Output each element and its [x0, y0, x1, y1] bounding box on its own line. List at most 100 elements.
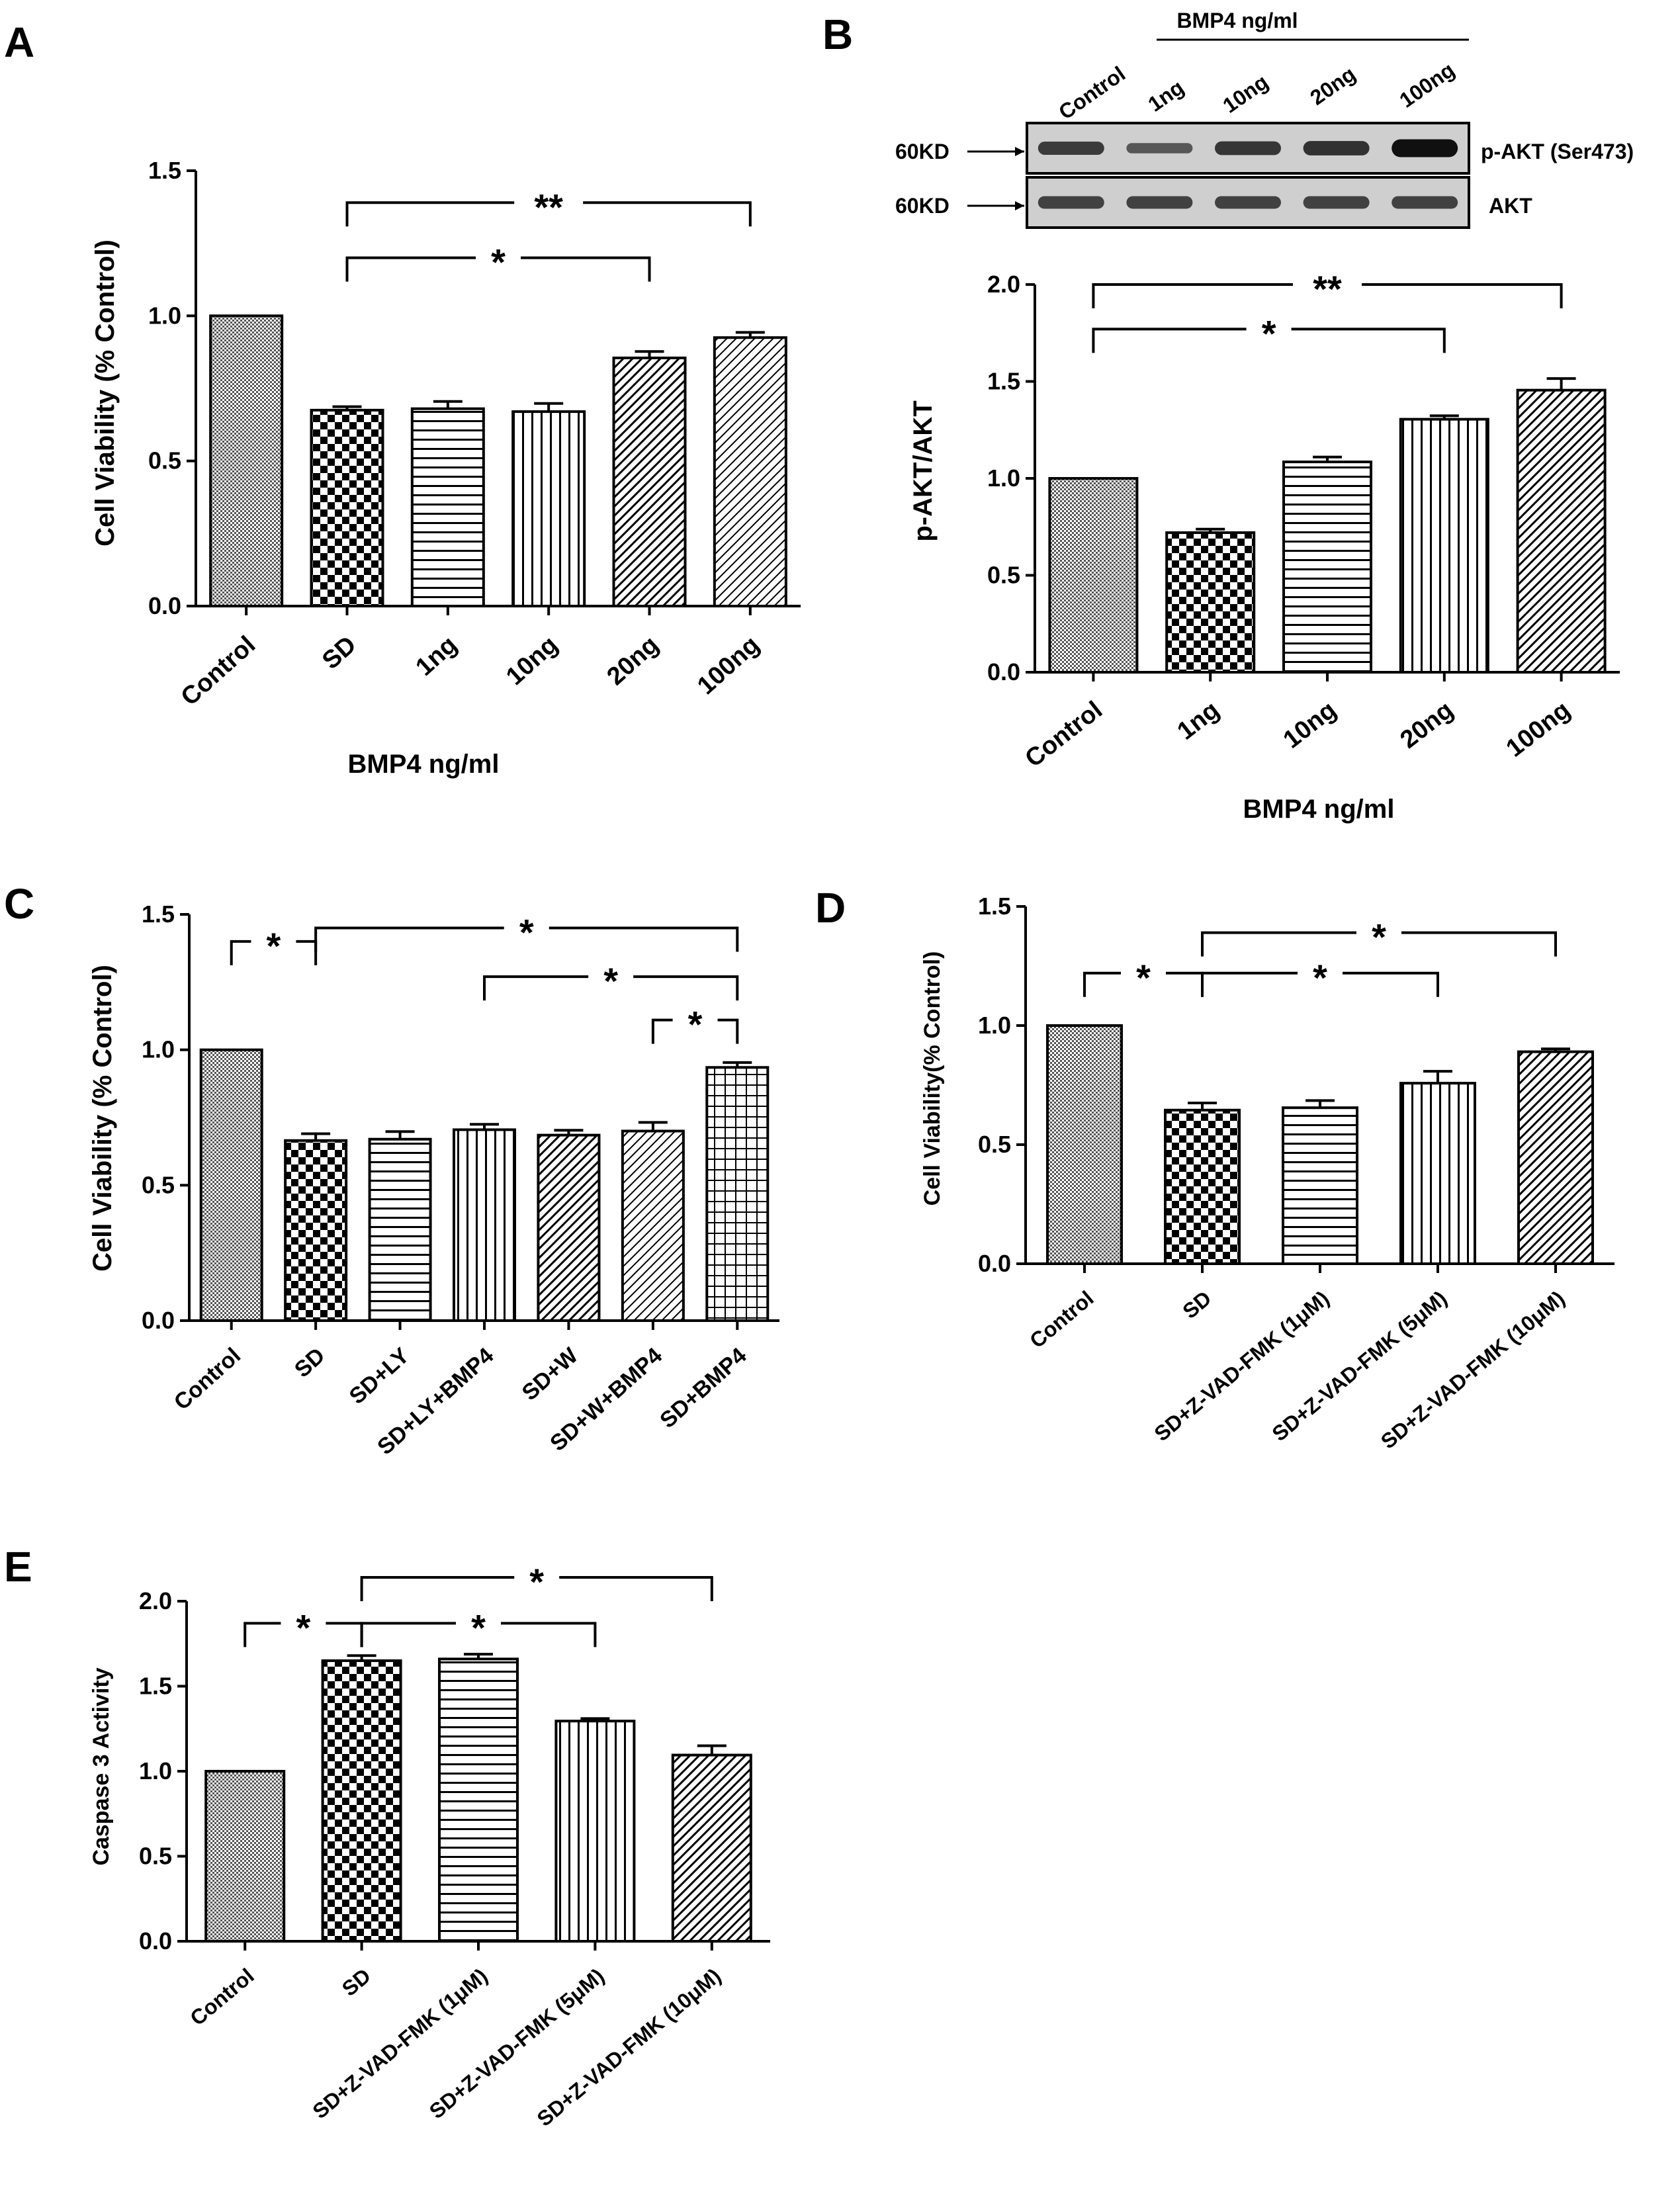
bar-a-1ng	[410, 407, 485, 607]
significance-star-e: *	[296, 1606, 311, 1648]
significance-star-c: *	[519, 911, 534, 953]
x-tick-label-c-sd-w: SD+W	[517, 1342, 584, 1405]
bar-a-20ng	[612, 356, 687, 607]
blot-band-20ng	[1303, 141, 1370, 155]
significance-star-a: *	[491, 242, 506, 283]
bar-d-sd-z-vad-fmk-1-m	[1282, 1106, 1358, 1265]
bar-b-100ng	[1516, 388, 1607, 674]
y-tick-label-d: 1.0	[978, 1012, 1011, 1039]
bar-c-sd	[284, 1139, 348, 1322]
significance-star-c: *	[688, 1004, 703, 1045]
bar-b-1ng	[1165, 531, 1256, 674]
x-tick-label-a-1ng: 1ng	[411, 631, 463, 681]
x-tick-label-e-control: Control	[185, 1964, 258, 2031]
y-tick-label-b: 0.0	[987, 658, 1020, 685]
significance-bracket-c	[314, 926, 739, 952]
x-tick-label-c-sd: SD	[290, 1343, 330, 1383]
blot-lane-10ng: 10ng	[1218, 69, 1272, 117]
significance-star-e: *	[471, 1606, 486, 1648]
y-tick-label-e: 0.5	[139, 1843, 172, 1870]
bar-e-sd-z-vad-fmk-1-m	[438, 1657, 519, 1943]
y-tick-label-c: 0.5	[142, 1171, 175, 1198]
y-tick-label-d: 0.5	[978, 1131, 1011, 1158]
x-tick-label-b-1ng: 1ng	[1172, 696, 1225, 746]
x-tick-label-b-control: Control	[1020, 696, 1108, 773]
bar-a-10ng	[511, 410, 586, 607]
blot-arrowhead-1	[1015, 147, 1024, 156]
x-tick-label-b-20ng: 20ng	[1395, 696, 1459, 754]
panel-letter-e: E	[4, 1543, 32, 1591]
bar-e-sd	[321, 1659, 402, 1943]
panel-letter-a: A	[4, 19, 34, 66]
panel-e: E 0.0 0.5 1.0 1.5 2.0 Control SD SD+Z-VAD-FMK (…	[4, 1543, 770, 2131]
significance-star-d: *	[1313, 957, 1327, 998]
bar-c-sd-ly-bmp4	[453, 1128, 516, 1323]
blot-band-1ng	[1126, 196, 1193, 209]
y-tick-label-d: 0.0	[978, 1250, 1011, 1277]
blot-band-20ng	[1303, 196, 1370, 209]
blot-protein-row-1: p-AKT (Ser473)	[1481, 140, 1634, 163]
y-tick-label-e: 0.0	[139, 1927, 172, 1954]
panel-letter-b: B	[822, 11, 853, 58]
x-tick-label-d-control: Control	[1025, 1286, 1098, 1353]
blot-band-control	[1038, 196, 1104, 209]
y-tick-label-c: 0.0	[142, 1307, 175, 1334]
bar-c-sd-w	[537, 1133, 601, 1323]
significance-star-b: **	[1313, 268, 1342, 310]
bar-a-sd	[310, 408, 384, 608]
x-tick-label-a-sd: SD	[317, 631, 361, 675]
x-tick-label-a-10ng: 10ng	[501, 631, 563, 691]
bar-c-sd-w-bmp4	[621, 1129, 685, 1322]
bar-c-control	[199, 1048, 263, 1322]
blot-band-10ng	[1215, 141, 1281, 155]
y-tick-label-a: 0.5	[148, 447, 181, 474]
significance-bracket-e	[360, 1576, 713, 1602]
significance-star-e: *	[529, 1561, 544, 1603]
x-tick-label-d-sd: SD	[1178, 1286, 1216, 1323]
x-tick-label-a-100ng: 100ng	[692, 631, 765, 700]
y-tick-label-a: 1.5	[148, 157, 181, 184]
significance-bracket-d	[1201, 931, 1557, 957]
significance-bracket-c	[651, 1018, 739, 1044]
significance-star-a: **	[534, 186, 563, 228]
x-axis-title-a: BMP4 ng/ml	[348, 750, 500, 779]
bar-c-sd-bmp4	[705, 1066, 770, 1322]
bar-d-control	[1046, 1024, 1123, 1265]
y-tick-label-b: 2.0	[987, 271, 1020, 298]
significance-bracket-a	[345, 256, 651, 282]
x-tick-label-c-control: Control	[169, 1343, 245, 1415]
bar-b-10ng	[1282, 461, 1372, 674]
panel-b: B BMP4 ng/ml Control 1ng 10ng 20ng 100ng…	[822, 9, 1634, 824]
x-tick-label-c-sd-bmp4: SD+BMP4	[655, 1343, 752, 1433]
y-axis-title-a: Cell Viability (% Control)	[91, 240, 120, 547]
bar-c-sd-ly	[368, 1137, 432, 1323]
y-axis-title-e: Caspase 3 Activity	[89, 1667, 114, 1865]
significance-bracket-b	[1092, 328, 1446, 353]
significance-star-d: *	[1136, 957, 1151, 998]
y-tick-label-e: 2.0	[139, 1587, 172, 1614]
blot-protein-row-2: AKT	[1489, 194, 1532, 218]
y-tick-label-c: 1.5	[142, 900, 175, 928]
blot-marker-row-1: 60KD	[895, 140, 950, 163]
significance-bracket-d	[1201, 971, 1439, 997]
y-axis-title-b: p-AKT/AKT	[908, 400, 938, 541]
x-tick-label-e-sd: SD	[337, 1964, 375, 2001]
bar-e-sd-z-vad-fmk-5-m	[554, 1720, 636, 1943]
y-tick-label-e: 1.0	[139, 1757, 172, 1784]
significance-bracket-a	[345, 201, 752, 227]
y-tick-label-b: 1.5	[987, 368, 1020, 395]
bar-d-sd	[1164, 1108, 1241, 1266]
bar-d-sd-z-vad-fmk-10-m	[1517, 1050, 1594, 1265]
blot-band-1ng	[1126, 143, 1193, 154]
bar-e-sd-z-vad-fmk-10-m	[671, 1753, 752, 1943]
y-tick-label-c: 1.0	[142, 1036, 175, 1063]
significance-bracket-e	[360, 1622, 597, 1647]
bar-b-control	[1048, 477, 1139, 674]
significance-star-b: *	[1262, 312, 1276, 354]
blot-lane-100ng: 100ng	[1395, 58, 1458, 112]
y-tick-label-b: 0.5	[987, 562, 1020, 589]
blot-band-100ng	[1392, 196, 1458, 209]
significance-bracket-c	[483, 975, 739, 1001]
